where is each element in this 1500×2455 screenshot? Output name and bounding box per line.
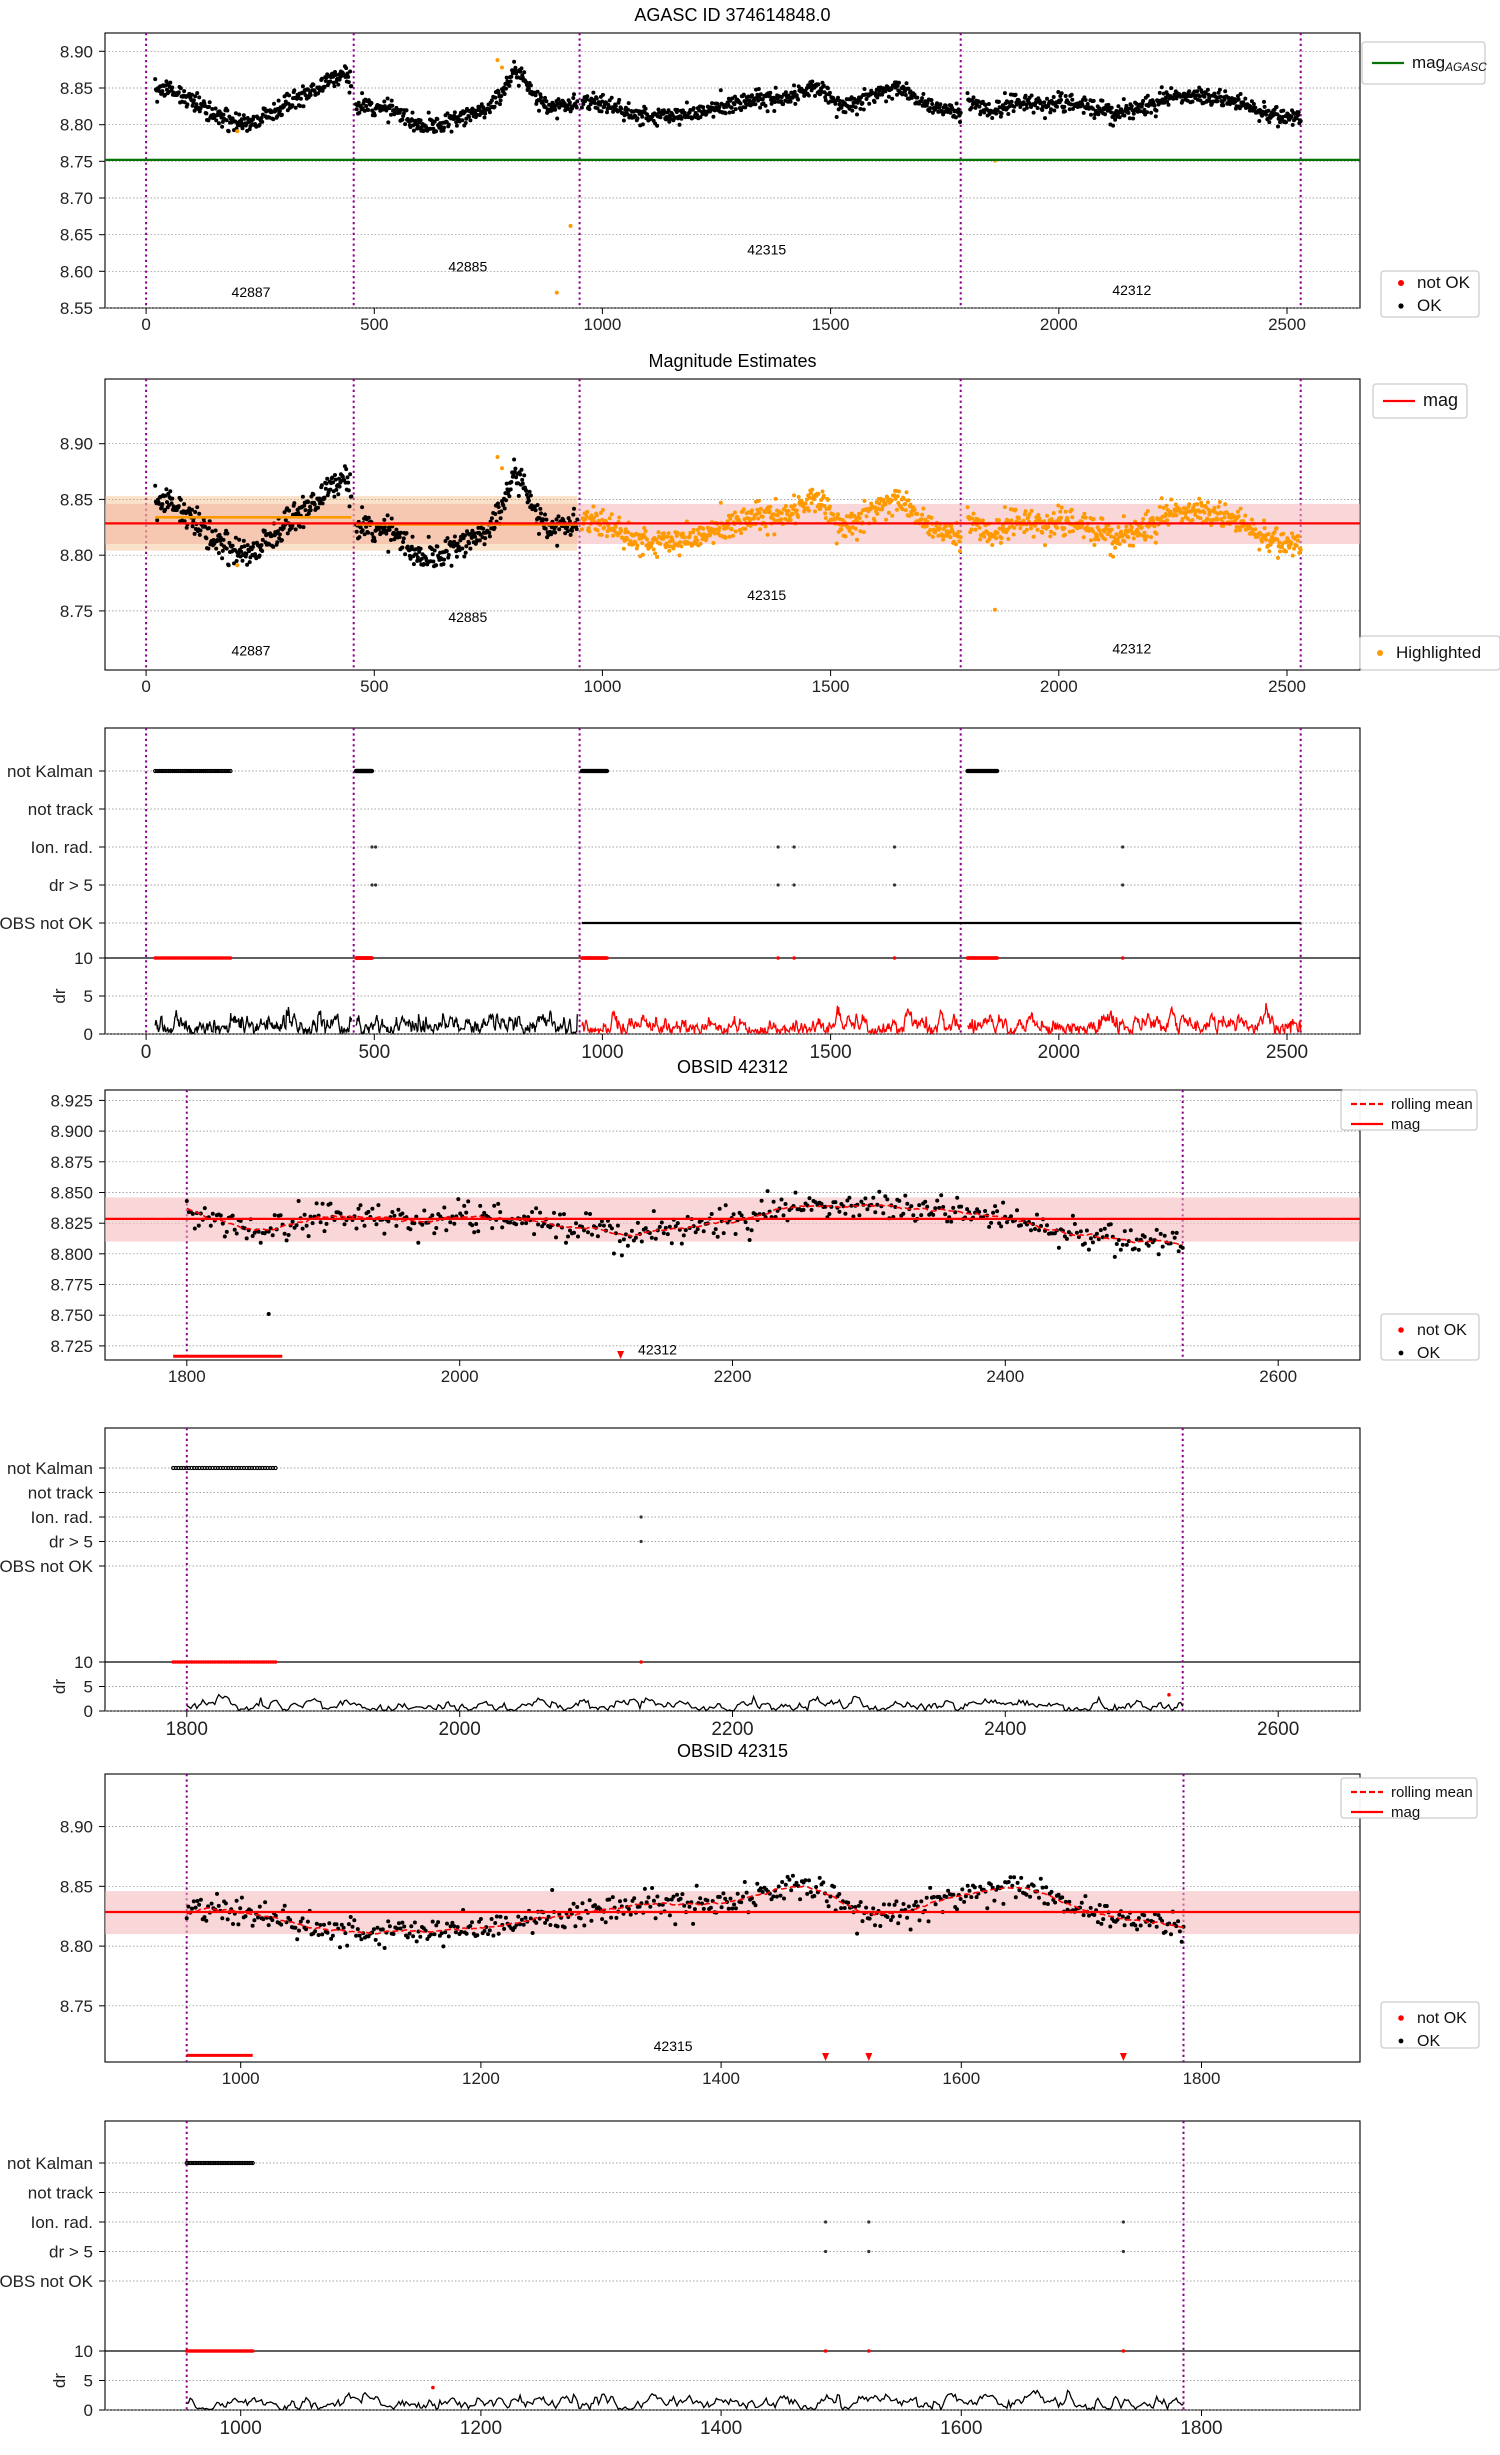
svg-text:8.800: 8.800 [50,1245,93,1264]
svg-text:42887: 42887 [232,643,271,659]
svg-text:Magnitude Estimates: Magnitude Estimates [648,351,816,371]
svg-text:8.90: 8.90 [60,1818,93,1837]
svg-text:1200: 1200 [462,2069,500,2088]
svg-text:8.90: 8.90 [60,42,93,61]
svg-text:8.80: 8.80 [60,546,93,565]
svg-text:8.875: 8.875 [50,1153,93,1172]
svg-text:dr: dr [50,1679,69,1694]
svg-text:Ion. rad.: Ion. rad. [31,838,93,857]
svg-text:OBSID 42312: OBSID 42312 [677,1057,788,1077]
svg-text:not track: not track [28,800,94,819]
svg-text:8.75: 8.75 [60,602,93,621]
svg-text:500: 500 [360,677,388,696]
svg-text:8.725: 8.725 [50,1337,93,1356]
svg-text:OBS not OK: OBS not OK [0,914,94,933]
svg-text:dr: dr [50,988,69,1003]
svg-text:8.775: 8.775 [50,1276,93,1295]
svg-text:2000: 2000 [441,1367,479,1386]
svg-text:dr > 5: dr > 5 [49,876,93,895]
svg-text:OBS not OK: OBS not OK [0,1557,94,1576]
svg-text:5: 5 [84,987,93,1006]
svg-text:8.65: 8.65 [60,226,93,245]
svg-text:42887: 42887 [232,284,271,300]
svg-text:8.60: 8.60 [60,262,93,281]
svg-text:5: 5 [84,1678,93,1697]
svg-text:2200: 2200 [711,1719,753,1740]
svg-text:2500: 2500 [1266,1042,1308,1063]
svg-text:8.85: 8.85 [60,79,93,98]
svg-text:42312: 42312 [1112,282,1151,298]
svg-text:0: 0 [84,1702,93,1721]
svg-text:1000: 1000 [583,315,621,334]
svg-text:AGASC ID 374614848.0: AGASC ID 374614848.0 [634,5,830,25]
svg-text:2200: 2200 [714,1367,752,1386]
svg-text:8.825: 8.825 [50,1214,93,1233]
svg-text:1500: 1500 [812,315,850,334]
svg-text:0: 0 [141,677,150,696]
svg-text:2400: 2400 [986,1367,1024,1386]
svg-text:8.70: 8.70 [60,189,93,208]
svg-text:2500: 2500 [1268,315,1306,334]
svg-text:42885: 42885 [448,609,487,625]
svg-text:Highlighted: Highlighted [1396,643,1481,662]
svg-text:2500: 2500 [1268,677,1306,696]
svg-text:42312: 42312 [1112,640,1151,656]
svg-text:1800: 1800 [1183,2069,1221,2088]
svg-text:0: 0 [141,1042,152,1063]
svg-text:not OK: not OK [1417,1322,1467,1339]
svg-text:8.85: 8.85 [60,1877,93,1896]
svg-text:2600: 2600 [1259,1367,1297,1386]
svg-text:8.750: 8.750 [50,1306,93,1325]
svg-text:1000: 1000 [583,677,621,696]
svg-text:mag: mag [1391,1116,1420,1133]
svg-text:1400: 1400 [702,2069,740,2088]
svg-text:2000: 2000 [439,1719,481,1740]
svg-text:rolling mean: rolling mean [1391,1096,1473,1113]
svg-text:8.55: 8.55 [60,299,93,318]
svg-text:2400: 2400 [984,1719,1026,1740]
svg-text:mag: mag [1423,390,1458,410]
svg-text:42885: 42885 [448,258,487,274]
svg-text:10: 10 [74,949,93,968]
svg-text:8.850: 8.850 [50,1184,93,1203]
svg-text:1000: 1000 [222,2069,260,2088]
svg-text:500: 500 [360,315,388,334]
svg-text:1500: 1500 [809,1042,851,1063]
svg-text:10: 10 [74,1653,93,1672]
svg-text:8.85: 8.85 [60,490,93,509]
svg-text:500: 500 [358,1042,390,1063]
svg-text:1800: 1800 [166,1719,208,1740]
svg-text:8.75: 8.75 [60,1997,93,2016]
svg-text:1800: 1800 [168,1367,206,1386]
svg-text:8.90: 8.90 [60,435,93,454]
svg-text:2000: 2000 [1038,1042,1080,1063]
svg-text:42315: 42315 [747,242,786,258]
svg-text:1600: 1600 [942,2069,980,2088]
svg-text:8.80: 8.80 [60,1937,93,1956]
svg-text:OK: OK [1417,296,1442,315]
svg-text:not OK: not OK [1417,273,1471,292]
svg-text:8.80: 8.80 [60,116,93,135]
svg-text:not track: not track [28,1484,94,1503]
svg-text:OK: OK [1417,1345,1440,1362]
svg-text:1500: 1500 [812,677,850,696]
svg-text:2000: 2000 [1040,677,1078,696]
svg-text:2000: 2000 [1040,315,1078,334]
svg-text:42312: 42312 [638,1342,677,1358]
svg-text:8.925: 8.925 [50,1091,93,1110]
svg-text:not Kalman: not Kalman [7,762,93,781]
svg-text:dr > 5: dr > 5 [49,1533,93,1552]
svg-text:42315: 42315 [747,587,786,603]
svg-text:1000: 1000 [581,1042,623,1063]
svg-text:8.900: 8.900 [50,1122,93,1141]
svg-text:Ion. rad.: Ion. rad. [31,1508,93,1527]
svg-text:2600: 2600 [1257,1719,1299,1740]
svg-text:8.75: 8.75 [60,152,93,171]
svg-text:0: 0 [84,1025,93,1044]
svg-text:not Kalman: not Kalman [7,1459,93,1478]
svg-text:0: 0 [141,315,150,334]
